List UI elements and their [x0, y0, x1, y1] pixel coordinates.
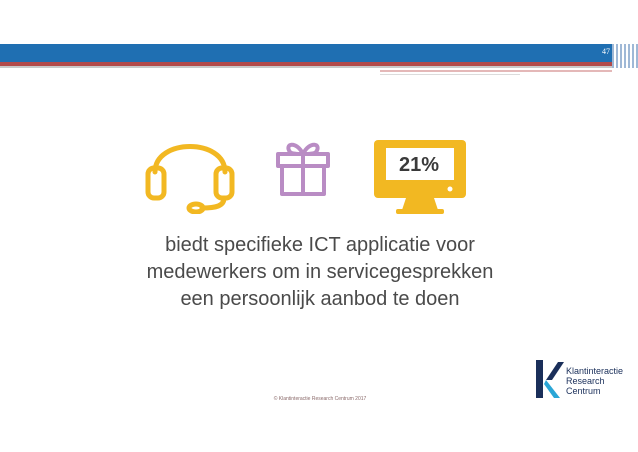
page-number: 47: [602, 47, 610, 56]
stat-line: biedt specifieke ICT applicatie voor: [165, 234, 475, 256]
header-thin-line: [380, 70, 612, 72]
logo-line: Centrum: [566, 386, 601, 396]
kirc-logo: Klantinteractie Research Centrum: [534, 358, 630, 400]
copyright-footer: © Klantinteractie Research Centrum 2017: [273, 396, 367, 402]
monitor-icon: [374, 140, 466, 214]
header-stripes: [612, 44, 638, 68]
stat-line: een persoonlijk aanbod te doen: [180, 288, 460, 310]
stat-description: biedt specifieke ICT applicatie voor med…: [120, 232, 520, 313]
header-thin-line-secondary: [380, 74, 520, 75]
logo-line: Research: [566, 376, 605, 386]
header-divider: [0, 66, 612, 68]
logo-line: Klantinteractie: [566, 366, 624, 376]
stat-value: 21%: [398, 154, 440, 176]
logo-wordmark: Klantinteractie Research Centrum: [566, 366, 632, 396]
header-accent-bar: [0, 62, 612, 66]
stat-line: medewerkers om in servicegesprekken: [146, 261, 494, 283]
headset-icon: [145, 144, 235, 214]
gift-icon: [276, 142, 330, 196]
header-bar: [0, 44, 612, 62]
logo-k-icon: [536, 360, 564, 398]
